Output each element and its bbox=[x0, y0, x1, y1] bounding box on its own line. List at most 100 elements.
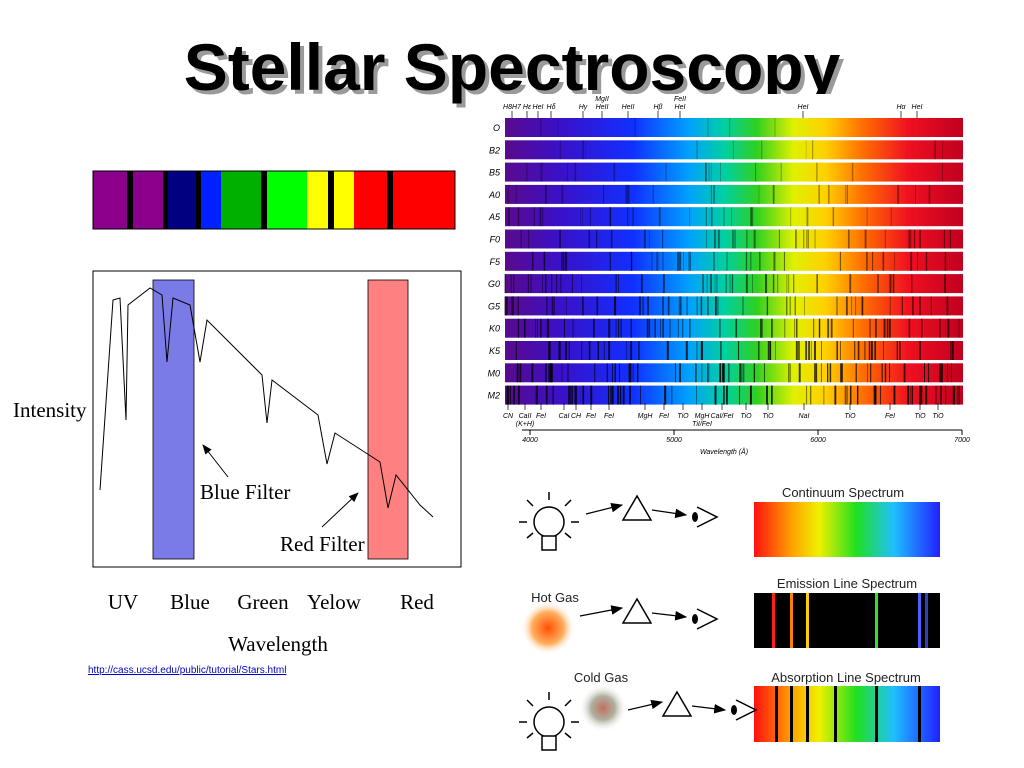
spectrum-row bbox=[505, 184, 963, 204]
bottom-line-label: FeI bbox=[604, 413, 614, 420]
top-line-label: H8H7 bbox=[503, 104, 522, 111]
class-label: O bbox=[493, 123, 500, 133]
arrow bbox=[585, 502, 624, 515]
spectrum-row bbox=[505, 162, 963, 182]
emission-line bbox=[772, 593, 775, 648]
bulb-ray bbox=[564, 499, 572, 507]
eye bbox=[735, 699, 758, 721]
x-axis-label: Wavelength bbox=[228, 632, 328, 656]
bottom-line-label: CH bbox=[571, 413, 582, 420]
x-category-label: Red bbox=[400, 590, 434, 614]
bottom-line-label: FeI bbox=[586, 413, 596, 420]
arrow bbox=[651, 508, 688, 519]
hot-gas-label: Hot Gas bbox=[531, 590, 579, 605]
x-category-label: Blue bbox=[170, 590, 210, 614]
class-label: F5 bbox=[489, 257, 500, 267]
class-label: F0 bbox=[489, 235, 500, 245]
axis-tick-label: 6000 bbox=[810, 437, 826, 444]
spectrum-row bbox=[505, 207, 963, 227]
class-label: M2 bbox=[487, 391, 500, 401]
bulb-ray bbox=[564, 699, 572, 707]
spectrum-row bbox=[505, 318, 963, 338]
spectrum-row bbox=[505, 251, 963, 271]
bottom-line-label: CaI/FeI bbox=[711, 413, 734, 420]
bottom-line-label: CaII bbox=[519, 413, 532, 420]
spectrum-types: Continuum Spectrum Emission Line Spectru… bbox=[519, 485, 940, 751]
prism bbox=[661, 690, 693, 717]
x-category-label: UV bbox=[108, 590, 138, 614]
bottom-line-label: FeI bbox=[536, 413, 546, 420]
top-line-label: Hδ bbox=[547, 104, 556, 111]
prism bbox=[621, 597, 653, 624]
blue-filter-label: Blue Filter bbox=[200, 480, 290, 504]
cold-gas-label: Cold Gas bbox=[574, 670, 629, 685]
bottom-line-label: TiI/FeI bbox=[692, 421, 712, 428]
dark-line bbox=[834, 686, 837, 742]
top-line-label: Hγ bbox=[579, 104, 588, 111]
bulb-ray bbox=[526, 699, 534, 707]
eye bbox=[696, 608, 719, 630]
prism bbox=[621, 494, 653, 521]
x-category-label: Yelow bbox=[307, 590, 362, 614]
emission-label: Emission Line Spectrum bbox=[777, 576, 917, 591]
arrow bbox=[651, 610, 688, 621]
cold-gas bbox=[579, 684, 627, 732]
bulb-ray bbox=[564, 732, 572, 739]
emission-line bbox=[806, 593, 809, 648]
pupil bbox=[731, 705, 737, 715]
top-line-label: MgII bbox=[595, 96, 609, 103]
absorption-label: Absorption Line Spectrum bbox=[771, 670, 921, 685]
top-line-label: Hβ bbox=[653, 104, 662, 111]
bottom-line-label: TiO bbox=[914, 413, 926, 420]
color-bar bbox=[92, 170, 456, 230]
source-link[interactable]: http://cass.ucsd.edu/public/tutorial/Sta… bbox=[88, 665, 286, 676]
axis-tick-label: 5000 bbox=[666, 437, 682, 444]
spectrum-row bbox=[505, 363, 963, 383]
top-line-label: HeII bbox=[596, 104, 609, 111]
bulb-ray bbox=[564, 532, 572, 539]
top-line-label: HeI bbox=[533, 104, 544, 111]
bulb-base bbox=[541, 535, 557, 551]
bottom-line-label: MgH bbox=[695, 413, 711, 420]
top-line-label: HeI bbox=[912, 104, 923, 111]
bottom-line-label: TiO bbox=[844, 413, 856, 420]
arrow bbox=[691, 703, 727, 714]
dark-line bbox=[875, 686, 878, 742]
emission-line bbox=[790, 593, 793, 648]
bulb bbox=[533, 706, 565, 738]
spectrum-row bbox=[505, 229, 963, 249]
bulb-ray bbox=[526, 499, 534, 507]
class-label: G5 bbox=[488, 301, 501, 311]
arrow bbox=[579, 605, 624, 617]
class-label: B5 bbox=[489, 168, 501, 178]
absorption-spectrum bbox=[754, 686, 940, 742]
y-axis-label: Intensity bbox=[13, 398, 87, 422]
class-label: K0 bbox=[489, 324, 500, 334]
dark-line bbox=[775, 686, 778, 742]
spectrum-row bbox=[505, 341, 963, 360]
bottom-line-label: TiO bbox=[932, 413, 944, 420]
class-label: B2 bbox=[489, 145, 500, 155]
bulb bbox=[533, 506, 565, 538]
dark-line bbox=[918, 686, 921, 742]
filter-plot: Intensity Blue Filter Red Filter Wavelen… bbox=[13, 270, 462, 656]
bottom-line-label: FeI bbox=[885, 413, 895, 420]
bottom-line-label: TiO bbox=[677, 413, 689, 420]
class-label: K5 bbox=[489, 346, 501, 356]
bottom-line-label: TiO bbox=[762, 413, 774, 420]
bottom-line-label: FeI bbox=[659, 413, 669, 420]
class-label: A5 bbox=[488, 212, 501, 222]
axis-label: Wavelength (Å) bbox=[700, 447, 748, 456]
spectrum-row bbox=[505, 385, 963, 405]
continuum-spectrum bbox=[754, 502, 940, 557]
top-line-label: Hα bbox=[896, 104, 906, 111]
axis-tick-label: 7000 bbox=[954, 437, 970, 444]
class-label: A0 bbox=[488, 190, 500, 200]
class-label: G0 bbox=[488, 279, 500, 289]
top-line-label: FeII bbox=[674, 96, 686, 103]
bottom-line-label: CaI bbox=[559, 413, 570, 420]
bottom-line-label: NaI bbox=[799, 413, 810, 420]
emission-line bbox=[875, 593, 878, 648]
